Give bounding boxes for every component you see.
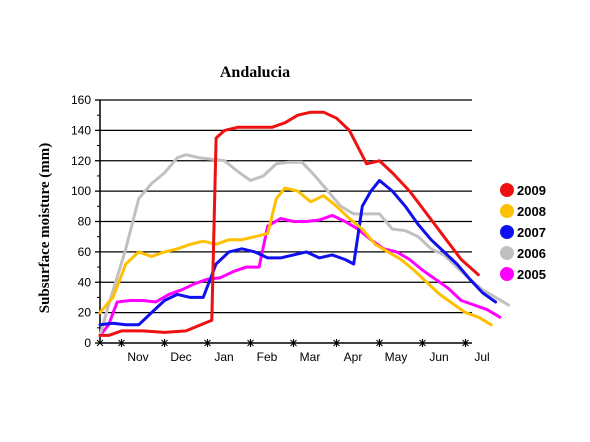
y-axis-title: Subsurface moisture (mm) [37,143,53,314]
legend-label-2009: 2009 [517,183,546,198]
x-tick-mark [118,339,125,347]
x-tick-mark [247,339,254,347]
y-tick-label: 100 [71,184,91,198]
y-tick-label: 140 [71,123,91,137]
x-tick-mark [204,339,211,347]
x-tick-label: Jan [214,350,233,364]
x-tick-label: Jun [429,350,448,364]
legend-marker-2007 [500,225,514,239]
legend-marker-2006 [500,246,514,260]
legend-marker-2008 [500,204,514,218]
series-line-2007 [98,179,498,327]
x-axis: Nov Dec Jan Feb Mar Apr May Jun Jul [96,339,490,364]
legend-label-2007: 2007 [517,225,546,240]
x-tick-mark [96,339,104,347]
x-tick-label: Mar [300,350,321,364]
y-tick-label: 80 [78,215,92,229]
series-line-2009 [98,110,480,337]
chart-title: Andalucia [220,64,290,81]
x-tick-mark [290,339,297,347]
y-tick-label: 120 [71,154,91,168]
x-tick-label: May [385,350,408,364]
x-tick-mark [333,339,340,347]
legend-marker-2009 [500,183,514,197]
x-tick-mark [161,339,168,347]
series-group [98,110,510,337]
series-line-2005 [98,213,502,337]
legend-label-2005: 2005 [517,267,546,282]
legend: 2009 2008 2007 2006 2005 [500,183,546,282]
x-tick-label: Jul [474,350,489,364]
x-tick-label: Nov [127,350,148,364]
x-tick-mark [462,339,469,347]
y-axis: 0 20 40 60 80 100 120 140 160 [71,93,100,350]
series-line-2008 [98,186,493,327]
y-tick-label: 20 [78,306,92,320]
series-line-2006 [98,153,510,337]
x-tick-label: Feb [257,350,278,364]
y-tick-label: 160 [71,93,91,107]
legend-label-2006: 2006 [517,246,546,261]
y-tick-label: 40 [78,275,92,289]
y-tick-label: 0 [84,336,91,350]
x-tick-label: Apr [344,350,363,364]
y-tick-label: 60 [78,245,92,259]
x-tick-mark [419,339,426,347]
legend-marker-2005 [500,267,514,281]
legend-label-2008: 2008 [517,204,546,219]
x-tick-mark [376,339,383,347]
x-tick-label: Dec [170,350,191,364]
